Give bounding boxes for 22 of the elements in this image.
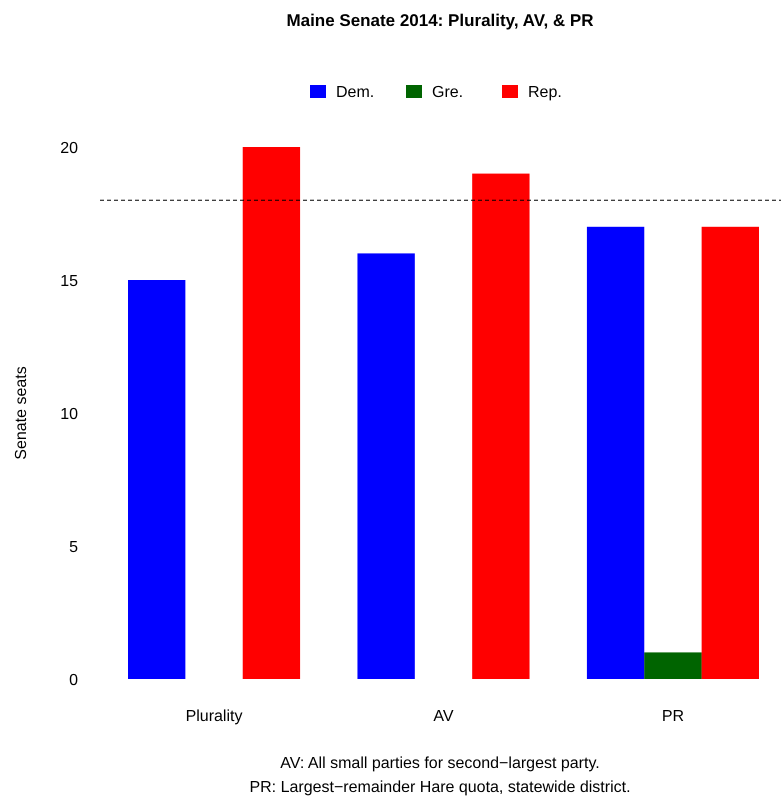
x-tick-label: AV xyxy=(433,708,454,725)
bar xyxy=(586,226,644,679)
legend-label: Rep. xyxy=(528,84,562,101)
bar xyxy=(702,226,759,679)
bar xyxy=(128,280,186,679)
legend-label: Dem. xyxy=(336,84,374,101)
bar xyxy=(472,174,530,679)
x-tick-label: Plurality xyxy=(186,708,242,725)
legend-label: Gre. xyxy=(432,84,464,101)
y-tick-label: 15 xyxy=(60,273,78,290)
bar xyxy=(242,147,300,679)
bar xyxy=(644,652,702,679)
y-tick-label: 10 xyxy=(60,406,78,423)
bar xyxy=(357,253,415,679)
y-tick-label: 0 xyxy=(69,672,78,689)
y-tick-label: 20 xyxy=(60,140,78,157)
chart-title: Maine Senate 2014: Plurality, AV, & PR xyxy=(286,11,594,30)
x-tick-label: PR xyxy=(662,708,684,725)
text: PR: Largest−remainder Hare quota, statewide district. xyxy=(249,779,631,796)
y-tick-label: 5 xyxy=(69,539,78,556)
text: AV: All small parties for second−largest party. xyxy=(280,755,600,772)
y-axis-title: Senate seats xyxy=(13,366,30,460)
